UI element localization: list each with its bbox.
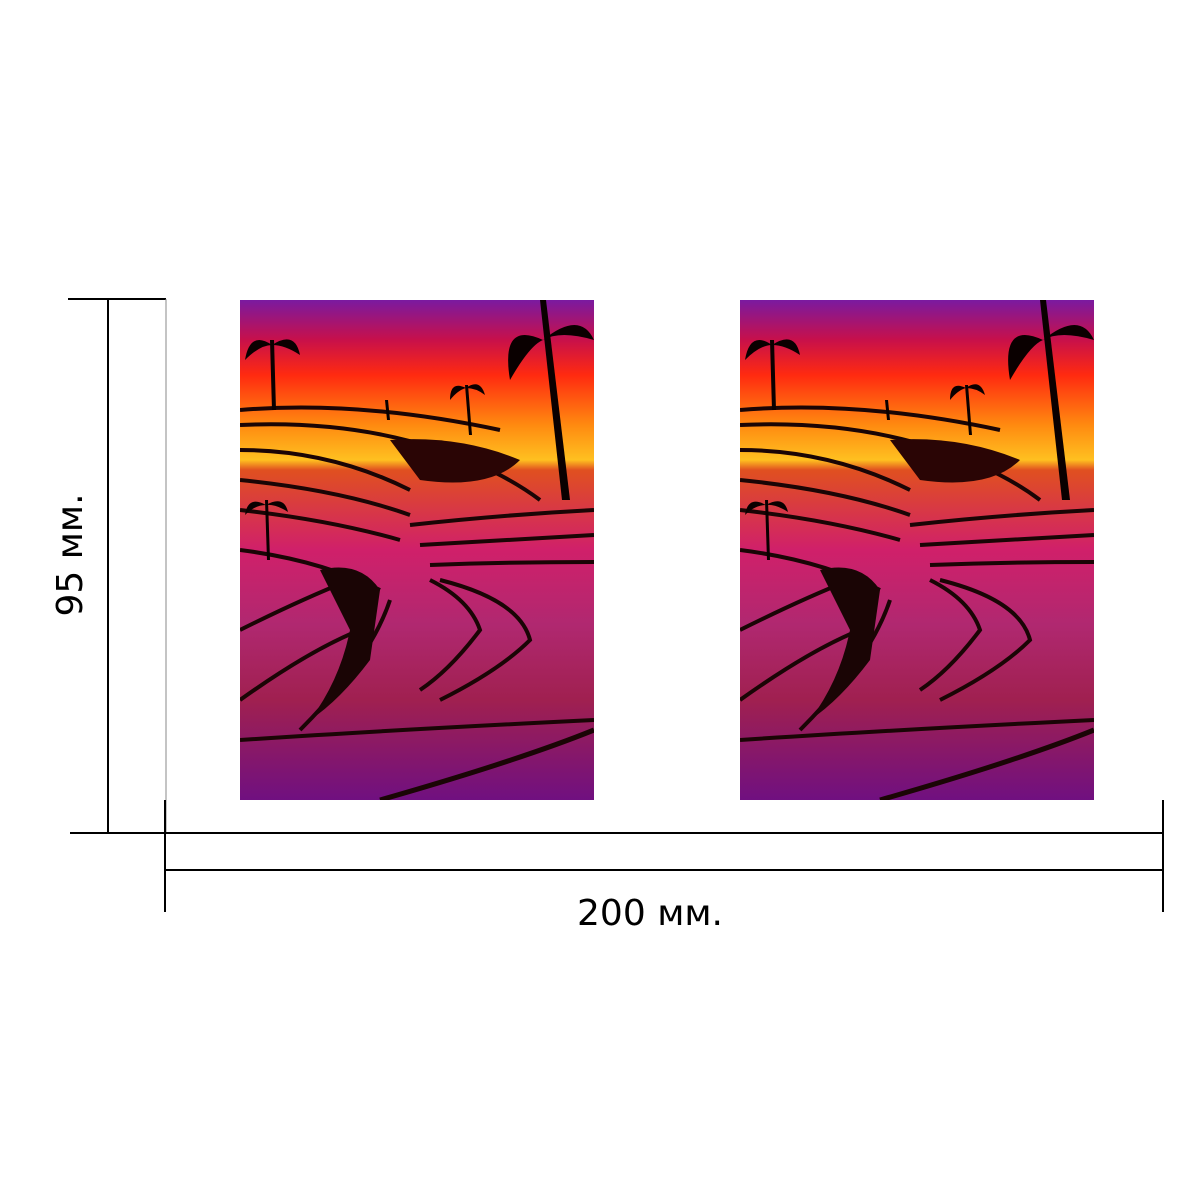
product-image bbox=[740, 300, 1094, 800]
width-label: 200 мм. bbox=[577, 893, 723, 934]
product-image bbox=[240, 300, 594, 800]
height-dimension: 95 мм. bbox=[50, 298, 167, 834]
width-dimension: 200 мм. bbox=[164, 800, 1164, 934]
height-label: 95 мм. bbox=[50, 493, 91, 616]
